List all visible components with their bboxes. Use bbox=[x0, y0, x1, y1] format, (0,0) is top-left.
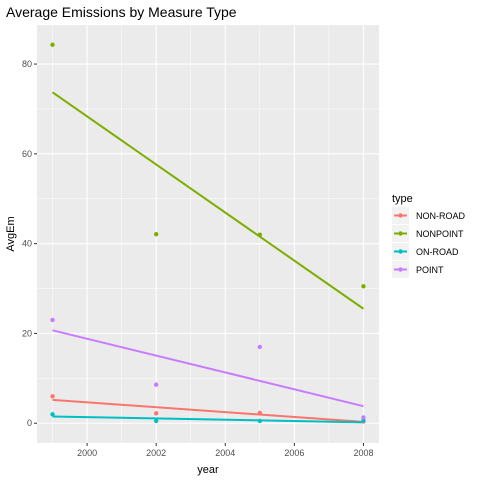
x-tick-label: 2000 bbox=[77, 448, 97, 458]
data-point-nonpoint bbox=[153, 232, 159, 237]
legend-key-point bbox=[398, 267, 403, 272]
x-axis-title: year bbox=[197, 464, 219, 476]
legend-title: type bbox=[392, 193, 413, 205]
legend-label: POINT bbox=[416, 265, 444, 275]
data-point-nonpoint bbox=[257, 232, 263, 237]
trend-line-point bbox=[52, 329, 364, 408]
trend-line-non-road bbox=[52, 398, 364, 423]
major-gridlines bbox=[37, 25, 379, 443]
axis-ticks: 2000 2002 2004 2006 2008 0 20 40 60 80 bbox=[22, 59, 373, 458]
data-point-non-road bbox=[257, 410, 263, 416]
data-point-non-road bbox=[153, 411, 159, 416]
y-tick-label: 0 bbox=[27, 418, 32, 428]
x-tick-label: 2008 bbox=[353, 448, 373, 458]
legend-key-point bbox=[398, 249, 403, 254]
data-point-point bbox=[50, 317, 55, 323]
minor-gridlines bbox=[37, 25, 379, 443]
legend-key-point bbox=[398, 231, 403, 236]
legend: type NON-ROAD NONPOINT ON-ROAD POINT bbox=[392, 193, 465, 278]
x-tick-label: 2004 bbox=[215, 448, 235, 458]
chart-title: Average Emissions by Measure Type bbox=[6, 4, 237, 20]
data-point-point bbox=[361, 415, 366, 420]
legend-label: NONPOINT bbox=[416, 229, 464, 239]
x-tick-label: 2002 bbox=[146, 448, 166, 458]
data-point-on-road bbox=[257, 418, 263, 424]
data-point-nonpoint bbox=[361, 284, 366, 289]
data-point-on-road bbox=[153, 418, 159, 424]
trend-line-nonpoint bbox=[51, 91, 365, 310]
data-point-non-road bbox=[50, 394, 55, 399]
y-tick-label: 60 bbox=[22, 149, 32, 159]
data-point-point bbox=[153, 382, 159, 387]
legend-label: NON-ROAD bbox=[416, 211, 465, 221]
legend-key-point bbox=[398, 213, 403, 218]
data-point-nonpoint bbox=[50, 42, 55, 47]
data-point-on-road bbox=[50, 412, 55, 417]
data-point-point bbox=[257, 344, 263, 350]
y-axis-title: AvgEm bbox=[5, 216, 17, 251]
data-points bbox=[50, 42, 366, 424]
y-tick-label: 40 bbox=[22, 239, 32, 249]
y-tick-label: 20 bbox=[22, 328, 32, 338]
x-tick-label: 2006 bbox=[284, 448, 304, 458]
trend-line-on-road bbox=[52, 415, 364, 424]
trend-lines bbox=[51, 91, 365, 424]
legend-label: ON-ROAD bbox=[416, 247, 459, 257]
y-tick-label: 80 bbox=[22, 59, 32, 69]
plot-panel bbox=[37, 25, 379, 443]
data-point-on-road bbox=[361, 418, 366, 423]
